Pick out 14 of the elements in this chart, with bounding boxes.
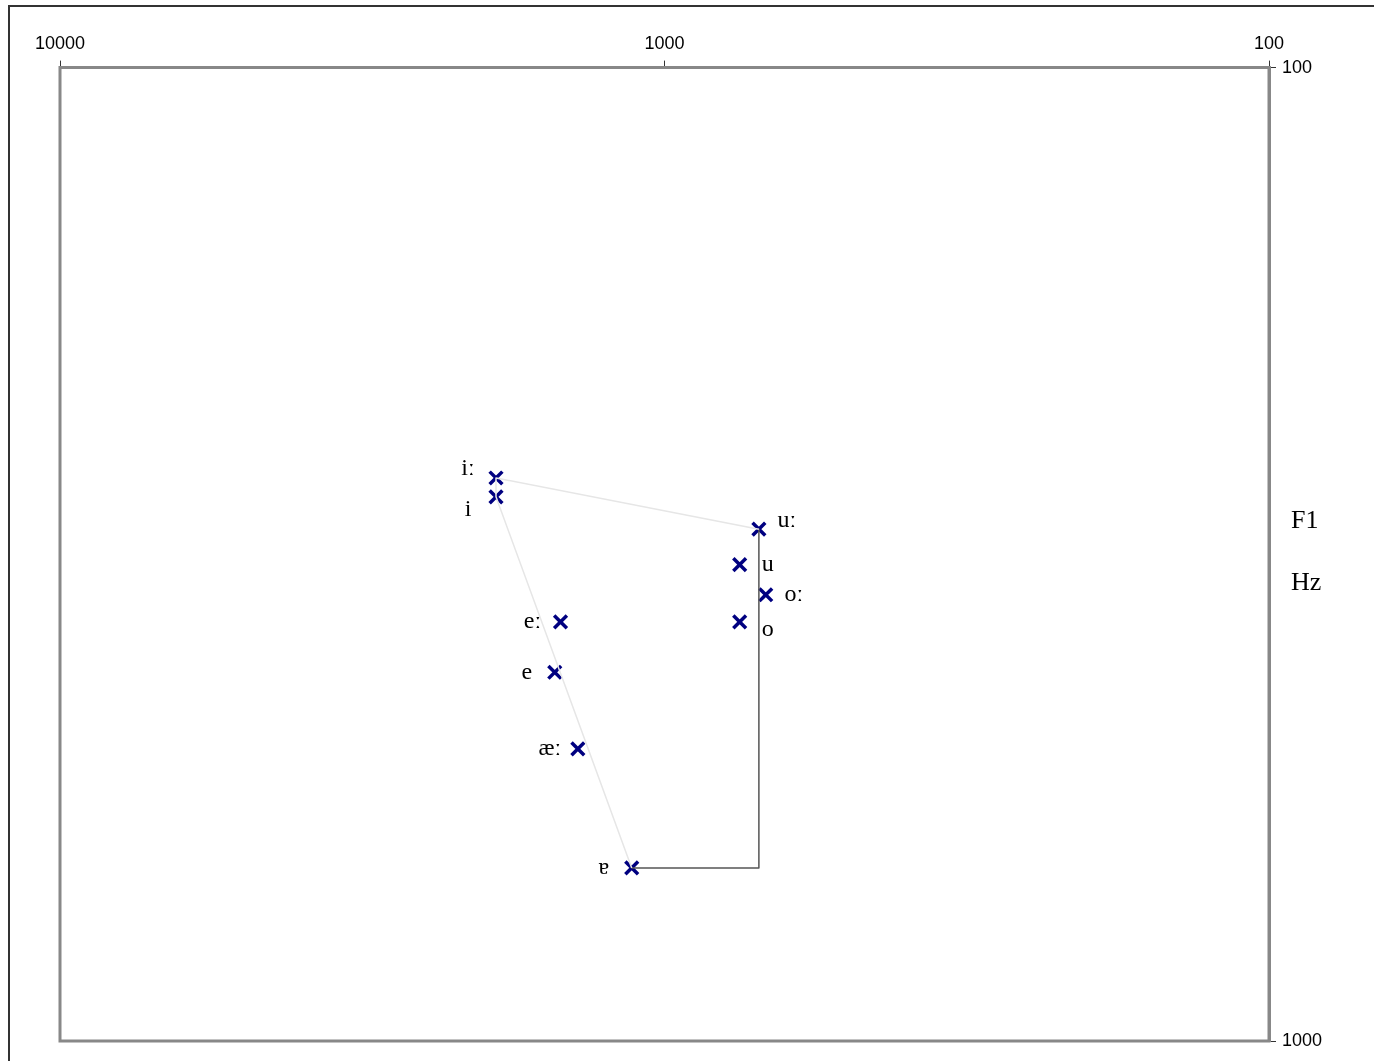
data-label: i: [464, 495, 472, 522]
data-label: oː: [784, 580, 804, 607]
text: F1 Hz: [1291, 505, 1322, 597]
data-label: o: [761, 615, 774, 642]
data-label: u: [761, 549, 774, 576]
data-label: æː: [538, 734, 562, 761]
x-tick-label: 10000: [34, 32, 86, 53]
data-label: eː: [523, 607, 542, 634]
x-tick-label: 100: [1253, 32, 1285, 53]
data-label: e: [521, 657, 533, 684]
data-label: uː: [777, 506, 797, 533]
x-tick-label: 1000: [644, 32, 685, 53]
data-label: ɐ: [598, 853, 610, 880]
data-label: iː: [461, 454, 475, 481]
